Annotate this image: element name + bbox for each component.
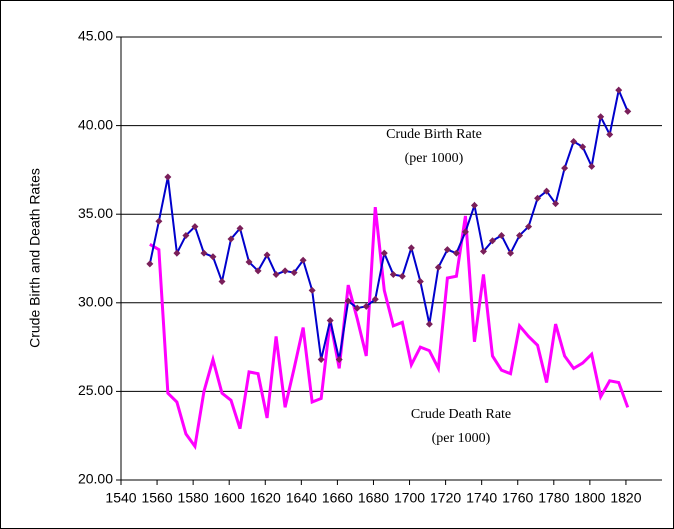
data-point xyxy=(380,249,388,257)
y-tick-label: 20.00 xyxy=(78,471,113,487)
data-point xyxy=(263,251,271,259)
data-point xyxy=(317,356,325,364)
data-point xyxy=(182,231,190,239)
data-point xyxy=(488,237,496,245)
data-point xyxy=(615,86,623,94)
data-point xyxy=(326,317,334,325)
data-point xyxy=(299,256,307,264)
data-point xyxy=(218,278,226,286)
y-tick-label: 45.00 xyxy=(78,28,113,44)
data-point xyxy=(579,143,587,151)
data-point xyxy=(543,187,551,195)
data-point xyxy=(597,113,605,121)
x-tick-label: 1620 xyxy=(250,490,281,506)
data-point xyxy=(507,249,515,257)
data-point xyxy=(434,263,442,271)
data-point xyxy=(281,267,289,275)
data-point xyxy=(389,270,397,278)
data-point xyxy=(479,247,487,255)
series-line xyxy=(148,86,629,360)
data-point xyxy=(425,320,433,328)
x-tick-label: 1640 xyxy=(286,490,317,506)
x-tick-label: 1580 xyxy=(178,490,209,506)
data-point xyxy=(398,272,406,280)
data-point xyxy=(272,270,280,278)
data-point xyxy=(146,260,154,268)
series-label: Crude Birth Rate xyxy=(386,127,482,142)
x-tick-label: 1560 xyxy=(141,490,172,506)
y-axis-label: Crude Birth and Death Rates xyxy=(27,168,43,348)
data-point xyxy=(552,200,560,208)
series-label: Crude Death Rate xyxy=(411,407,511,422)
data-point xyxy=(200,249,208,257)
data-point xyxy=(191,223,199,231)
data-point xyxy=(164,173,172,181)
x-tick-label: 1700 xyxy=(394,490,425,506)
data-point xyxy=(407,244,415,252)
data-point xyxy=(588,162,596,170)
data-point xyxy=(335,356,343,364)
data-point xyxy=(254,267,262,275)
x-tick-label: 1660 xyxy=(322,490,353,506)
data-point xyxy=(461,228,469,236)
data-point xyxy=(227,235,235,243)
data-point xyxy=(470,201,478,209)
data-point xyxy=(452,249,460,257)
y-tick-label: 40.00 xyxy=(78,116,113,132)
data-point xyxy=(236,224,244,232)
x-tick-label: 1720 xyxy=(430,490,461,506)
data-point xyxy=(155,217,163,225)
data-point xyxy=(344,297,352,305)
data-point xyxy=(561,164,569,172)
data-point xyxy=(516,231,524,239)
x-tick-label: 1680 xyxy=(358,490,389,506)
x-tick-label: 1800 xyxy=(574,490,605,506)
data-point xyxy=(245,258,253,266)
series-line xyxy=(149,206,630,451)
y-tick-label: 25.00 xyxy=(78,382,113,398)
data-point xyxy=(362,302,370,310)
data-point xyxy=(534,194,542,202)
data-point xyxy=(371,295,379,303)
y-tick-label: 35.00 xyxy=(78,205,113,221)
data-point xyxy=(606,130,614,138)
series-unit: (per 1000) xyxy=(432,431,491,446)
x-tick-label: 1540 xyxy=(105,490,136,506)
data-point xyxy=(209,253,217,261)
data-point xyxy=(416,278,424,286)
x-tick-label: 1600 xyxy=(214,490,245,506)
data-point xyxy=(525,223,533,231)
x-tick-label: 1760 xyxy=(502,490,533,506)
data-point xyxy=(173,249,181,257)
x-tick-label: 1740 xyxy=(466,490,497,506)
series-unit: (per 1000) xyxy=(405,151,464,166)
y-tick-label: 30.00 xyxy=(78,294,113,310)
data-point xyxy=(498,231,506,239)
data-point xyxy=(570,138,578,146)
data-point xyxy=(443,246,451,254)
data-point xyxy=(290,269,298,277)
data-point xyxy=(624,107,632,115)
data-point xyxy=(353,304,361,312)
x-tick-label: 1820 xyxy=(610,490,641,506)
data-point xyxy=(308,286,316,294)
x-tick-label: 1780 xyxy=(538,490,569,506)
